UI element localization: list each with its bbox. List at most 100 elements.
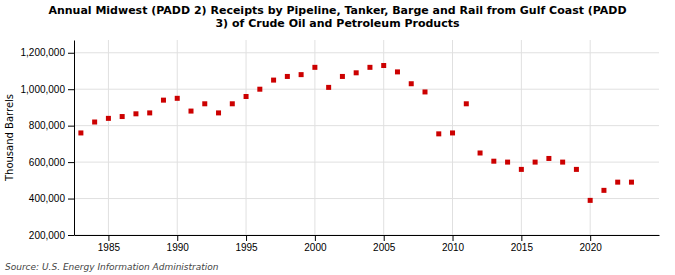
grid-line xyxy=(74,198,659,199)
tick: 200,000 xyxy=(29,230,74,241)
title-line: 3) of Crude Oil and Petroleum Products xyxy=(215,17,459,30)
point xyxy=(175,96,180,101)
chart: 1985 1990 1995 2000 2005 2010 2015 2020 200,000 4… xyxy=(0,0,675,275)
point xyxy=(230,101,235,106)
tick-label: 1,000,000 xyxy=(21,84,66,95)
source: Source: U.S. Energy Information Administ… xyxy=(5,262,219,272)
y-axis: 200,000400,000600,000800,0001,000,0001,2… xyxy=(21,41,75,241)
point xyxy=(615,180,620,185)
point xyxy=(354,70,359,75)
tick-mark xyxy=(108,235,109,241)
tick: 2010 xyxy=(442,235,465,253)
tick-mark xyxy=(68,199,74,200)
point xyxy=(78,130,83,135)
tick: 2015 xyxy=(511,235,534,253)
point xyxy=(464,101,469,106)
grid-line xyxy=(74,125,659,126)
point xyxy=(312,65,317,70)
tick-mark xyxy=(246,235,247,241)
tick-mark xyxy=(590,235,591,241)
tick: 1,000,000 xyxy=(21,84,75,95)
tick-mark xyxy=(384,235,385,241)
point xyxy=(340,74,345,79)
axis-line xyxy=(75,235,660,236)
tick-mark xyxy=(68,162,74,163)
tick: 2005 xyxy=(373,235,396,253)
grid-line xyxy=(74,89,659,90)
y-axis-title: Thousand Barrels xyxy=(4,94,15,182)
point xyxy=(519,167,524,172)
point xyxy=(147,110,152,115)
x-axis: 1985 1990 1995 2000 2005 2010 2015 2020 xyxy=(75,235,660,253)
point xyxy=(106,116,111,121)
tick-mark xyxy=(68,235,74,236)
tick-mark xyxy=(68,126,74,127)
point xyxy=(533,160,538,165)
point xyxy=(629,180,634,185)
tick: 2000 xyxy=(304,235,327,253)
point xyxy=(505,160,510,165)
point xyxy=(299,72,304,77)
tick-mark xyxy=(453,235,454,241)
tick: 2020 xyxy=(580,235,603,253)
grid-line xyxy=(74,235,659,236)
point xyxy=(189,109,194,114)
point xyxy=(409,81,414,86)
tick-label: 200,000 xyxy=(29,230,66,241)
tick: 1995 xyxy=(235,235,258,253)
grid-line xyxy=(383,40,384,235)
tick-mark xyxy=(177,235,178,241)
point xyxy=(257,87,262,92)
tick: 400,000 xyxy=(29,193,74,204)
grid-line xyxy=(590,40,591,235)
point xyxy=(436,131,441,136)
tick-label: 1990 xyxy=(167,242,190,253)
point xyxy=(244,94,249,99)
grid-line xyxy=(246,40,247,235)
tick-label: 2000 xyxy=(304,242,327,253)
point xyxy=(491,159,496,164)
tick-label: 2010 xyxy=(442,242,465,253)
point xyxy=(326,85,331,90)
point xyxy=(423,89,428,94)
axis-line xyxy=(74,41,75,236)
tick-label: 400,000 xyxy=(29,193,66,204)
points xyxy=(78,63,634,203)
point xyxy=(395,69,400,74)
tick-label: 600,000 xyxy=(29,157,66,168)
grid-line xyxy=(74,162,659,163)
grid-line xyxy=(108,40,109,235)
point xyxy=(478,150,483,155)
tick-label: 1985 xyxy=(98,242,121,253)
point xyxy=(588,198,593,203)
plot: 1985 1990 1995 2000 2005 2010 2015 2020 200,000 4… xyxy=(21,40,660,253)
tick-label: 2020 xyxy=(580,242,603,253)
tick-label: 2005 xyxy=(373,242,396,253)
point xyxy=(161,98,166,103)
point xyxy=(92,120,97,125)
point xyxy=(381,63,386,68)
point xyxy=(560,160,565,165)
point xyxy=(120,114,125,119)
point xyxy=(546,156,551,161)
tick: 1985 xyxy=(98,235,121,253)
point xyxy=(285,74,290,79)
grid-line xyxy=(452,40,453,235)
point xyxy=(367,65,372,70)
point xyxy=(271,78,276,83)
tick-mark xyxy=(315,235,316,241)
title: Annual Midwest (PADD 2) Receipts by Pipe… xyxy=(48,4,626,30)
point xyxy=(133,111,138,116)
tick-mark xyxy=(521,235,522,241)
grid-line xyxy=(177,40,178,235)
point xyxy=(574,167,579,172)
tick-label: 2015 xyxy=(511,242,534,253)
tick: 1,200,000 xyxy=(21,47,75,58)
grid xyxy=(74,40,659,235)
point xyxy=(216,110,221,115)
tick-label: 1995 xyxy=(235,242,258,253)
point xyxy=(450,130,455,135)
tick-mark xyxy=(68,89,74,90)
grid-line xyxy=(74,52,659,53)
tick: 600,000 xyxy=(29,157,74,168)
